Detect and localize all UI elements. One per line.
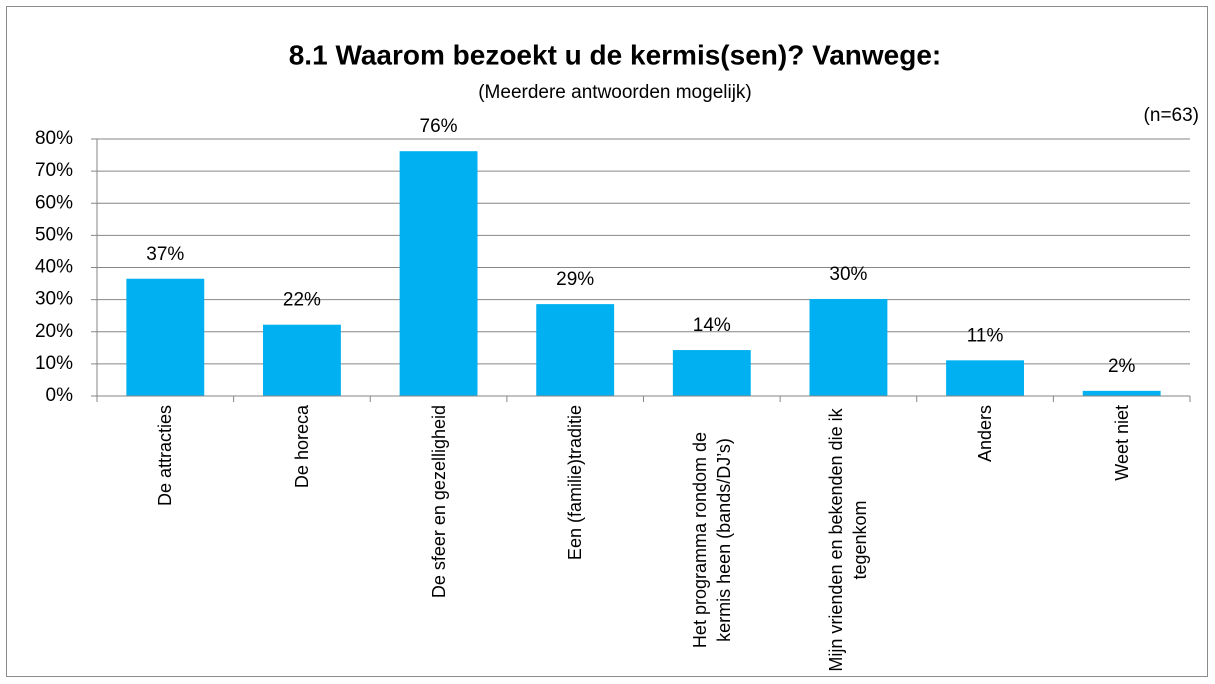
data-label: 22% — [283, 290, 321, 311]
x-tick-label: Het programma rondom de kermis heen (ban… — [647, 405, 777, 675]
y-tick-label: 40% — [35, 257, 73, 278]
bar — [946, 360, 1025, 396]
y-tick-label: 10% — [35, 353, 73, 374]
data-label: 37% — [146, 244, 184, 265]
x-tick-label: De attracties — [100, 405, 230, 675]
x-tick-label: Mijn vrienden en bekenden die ik tegenko… — [783, 405, 913, 675]
x-tick-label: Anders — [920, 405, 1050, 675]
bar — [536, 304, 615, 396]
chart-subtitle: (Meerdere antwoorden mogelijk) — [478, 82, 752, 103]
y-tick-label: 30% — [35, 289, 73, 310]
data-label: 2% — [1108, 356, 1136, 377]
y-tick-label: 50% — [35, 224, 73, 245]
x-tick-label-text: De sfeer en gezelligheid — [428, 405, 449, 599]
bar — [262, 324, 341, 396]
bar — [672, 350, 751, 396]
data-label: 11% — [967, 325, 1004, 346]
bar — [809, 298, 888, 396]
y-tick-label: 80% — [35, 128, 73, 149]
data-label: 14% — [693, 315, 731, 336]
bar — [126, 278, 205, 396]
y-tick-label: 70% — [35, 160, 73, 181]
x-tick-label-text: Anders — [975, 405, 996, 463]
x-tick-label-text: Mijn vrienden en bekenden die ik tegenko… — [826, 408, 871, 672]
x-tick-label-text: Het programma rondom de kermis heen (ban… — [689, 431, 734, 649]
x-tick-label-text: De attracties — [155, 405, 176, 507]
x-tick-label-text: De horeca — [291, 405, 312, 489]
x-tick-label: De sfeer en gezelligheid — [374, 405, 504, 675]
annotation: (n=63) — [1144, 105, 1199, 126]
data-label: 76% — [420, 116, 458, 137]
bar — [1082, 390, 1161, 396]
chart-title: 8.1 Waarom bezoekt u de kermis(sen)? Van… — [289, 39, 942, 70]
bar — [399, 151, 478, 396]
data-label: 29% — [556, 269, 594, 290]
x-tick-label-text: Weet niet — [1111, 405, 1132, 481]
data-label: 30% — [829, 264, 867, 285]
x-tick-label: Een (familie)traditie — [510, 405, 640, 675]
x-tick-label: Weet niet — [1057, 405, 1187, 675]
x-tick-label-text: Een (familie)traditie — [565, 405, 586, 561]
y-tick-label: 60% — [35, 192, 73, 213]
x-tick-label: De horeca — [237, 405, 367, 675]
y-tick-label: 0% — [46, 385, 74, 406]
y-tick-label: 20% — [35, 321, 73, 342]
